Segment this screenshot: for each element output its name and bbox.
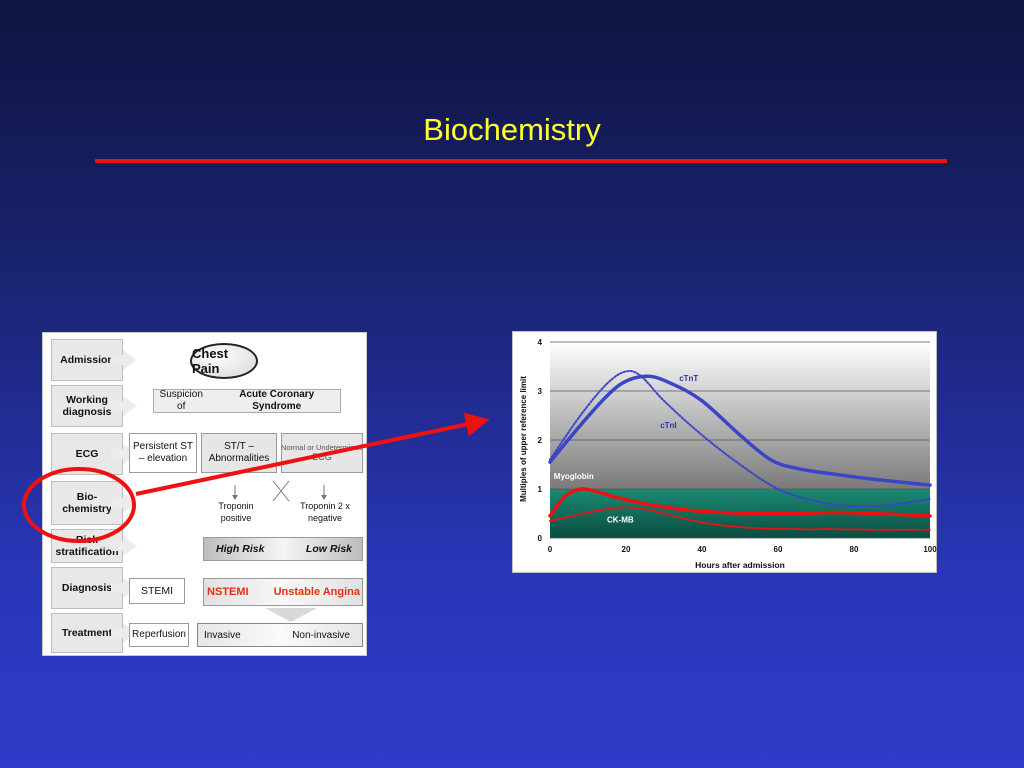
ecg-normal-label: Normal or Undetermined bbox=[281, 443, 363, 453]
series-label-ctnt: cTnT bbox=[679, 374, 698, 383]
step-diagnosis-label: Diagnosis bbox=[61, 581, 113, 594]
plot-bg-upper bbox=[550, 342, 930, 489]
chest-pain-node: Chest Pain bbox=[190, 343, 258, 379]
x-tick-label: 20 bbox=[622, 545, 631, 554]
step-admission-label: Admission bbox=[60, 353, 114, 366]
series-label-ctni: cTnI bbox=[660, 421, 676, 430]
series-line-ck-mb bbox=[549, 506, 931, 531]
arrow-icon bbox=[111, 350, 137, 370]
ecg-normal-box: Normal or Undetermined ECG bbox=[281, 433, 363, 473]
invasive-label: Invasive bbox=[204, 630, 241, 641]
series-line-myoglobin bbox=[548, 487, 932, 518]
y-tick-label: 0 bbox=[538, 534, 543, 543]
step-working-diagnosis-label: Working diagnosis bbox=[62, 393, 112, 418]
x-tick-label: 60 bbox=[774, 545, 783, 554]
high-risk-label: High Risk bbox=[216, 543, 265, 555]
y-tick-label: 3 bbox=[538, 387, 543, 396]
step-treatment-label: Treatment bbox=[61, 626, 113, 639]
arrow-icon bbox=[111, 536, 137, 556]
ecg-st-t-label: ST/T – Abnormalities bbox=[208, 441, 270, 464]
ecg-persistent-box: Persistent ST – elevation bbox=[129, 433, 197, 473]
nstemi-bar: NSTEMI Unstable Angina bbox=[203, 578, 363, 606]
suspicion-main: Acute Coronary Syndrome bbox=[239, 389, 315, 412]
reperfusion-label: Reperfusion bbox=[132, 629, 186, 640]
step-ecg-label: ECG bbox=[75, 447, 99, 460]
slide-title: Biochemistry bbox=[423, 112, 601, 147]
y-tick-label: 1 bbox=[538, 485, 543, 494]
series-label-myoglobin: Myoglobin bbox=[554, 472, 594, 481]
x-tick-label: 40 bbox=[698, 545, 707, 554]
non-invasive-label: Non-invasive bbox=[292, 630, 350, 641]
suspicion-prefix: Suspicion of bbox=[159, 389, 203, 412]
down-arrow-icon bbox=[265, 608, 317, 622]
series-line-ctni bbox=[549, 369, 931, 508]
troponin-negative: Troponin 2 x negative bbox=[300, 501, 350, 523]
ecg-normal-sub: ECG bbox=[312, 452, 332, 463]
invasive-bar: Invasive Non-invasive bbox=[197, 623, 363, 647]
arrow-icon bbox=[111, 396, 137, 416]
suspicion-box: Suspicion of Acute Coronary Syndrome bbox=[153, 389, 341, 413]
y-tick-label: 4 bbox=[538, 338, 543, 347]
chest-pain-label: Chest Pain bbox=[192, 346, 229, 376]
stemi-box: STEMI bbox=[129, 578, 185, 604]
x-tick-label: 100 bbox=[923, 545, 937, 554]
nstemi-label: NSTEMI bbox=[207, 586, 249, 598]
arrow-icon bbox=[111, 493, 137, 513]
low-risk-label: Low Risk bbox=[305, 543, 352, 555]
x-axis-label: Hours after admission bbox=[695, 560, 785, 570]
title-rule bbox=[95, 159, 947, 163]
stemi-label: STEMI bbox=[140, 584, 174, 597]
x-tick-label: 80 bbox=[850, 545, 859, 554]
unstable-angina-label: Unstable Angina bbox=[273, 586, 360, 598]
acs-flowchart: Admission Working diagnosis ECG Bio-chem… bbox=[42, 332, 367, 656]
reperfusion-box: Reperfusion bbox=[129, 623, 189, 647]
series-lines bbox=[548, 369, 932, 531]
series-line-ctnt bbox=[548, 374, 932, 487]
ecg-persistent-label: Persistent ST – elevation bbox=[132, 441, 194, 464]
risk-bar: High Risk Low Risk bbox=[203, 537, 363, 561]
ecg-st-t-box: ST/T – Abnormalities bbox=[201, 433, 277, 473]
y-axis-label: Multiples of upper reference limit bbox=[519, 376, 528, 502]
y-tick-label: 2 bbox=[538, 436, 543, 445]
x-tick-label: 0 bbox=[548, 545, 553, 554]
series-labels: cTnT cTnI Myoglobin CK-MB bbox=[554, 374, 699, 524]
biomarker-chart: 0 1 2 3 4 0 20 40 60 80 100 cTnT cTnI Myoglobin CK-MB… bbox=[512, 331, 937, 573]
series-label-ck-mb: CK-MB bbox=[607, 515, 634, 524]
troponin-positive: Troponin positive bbox=[218, 501, 254, 523]
